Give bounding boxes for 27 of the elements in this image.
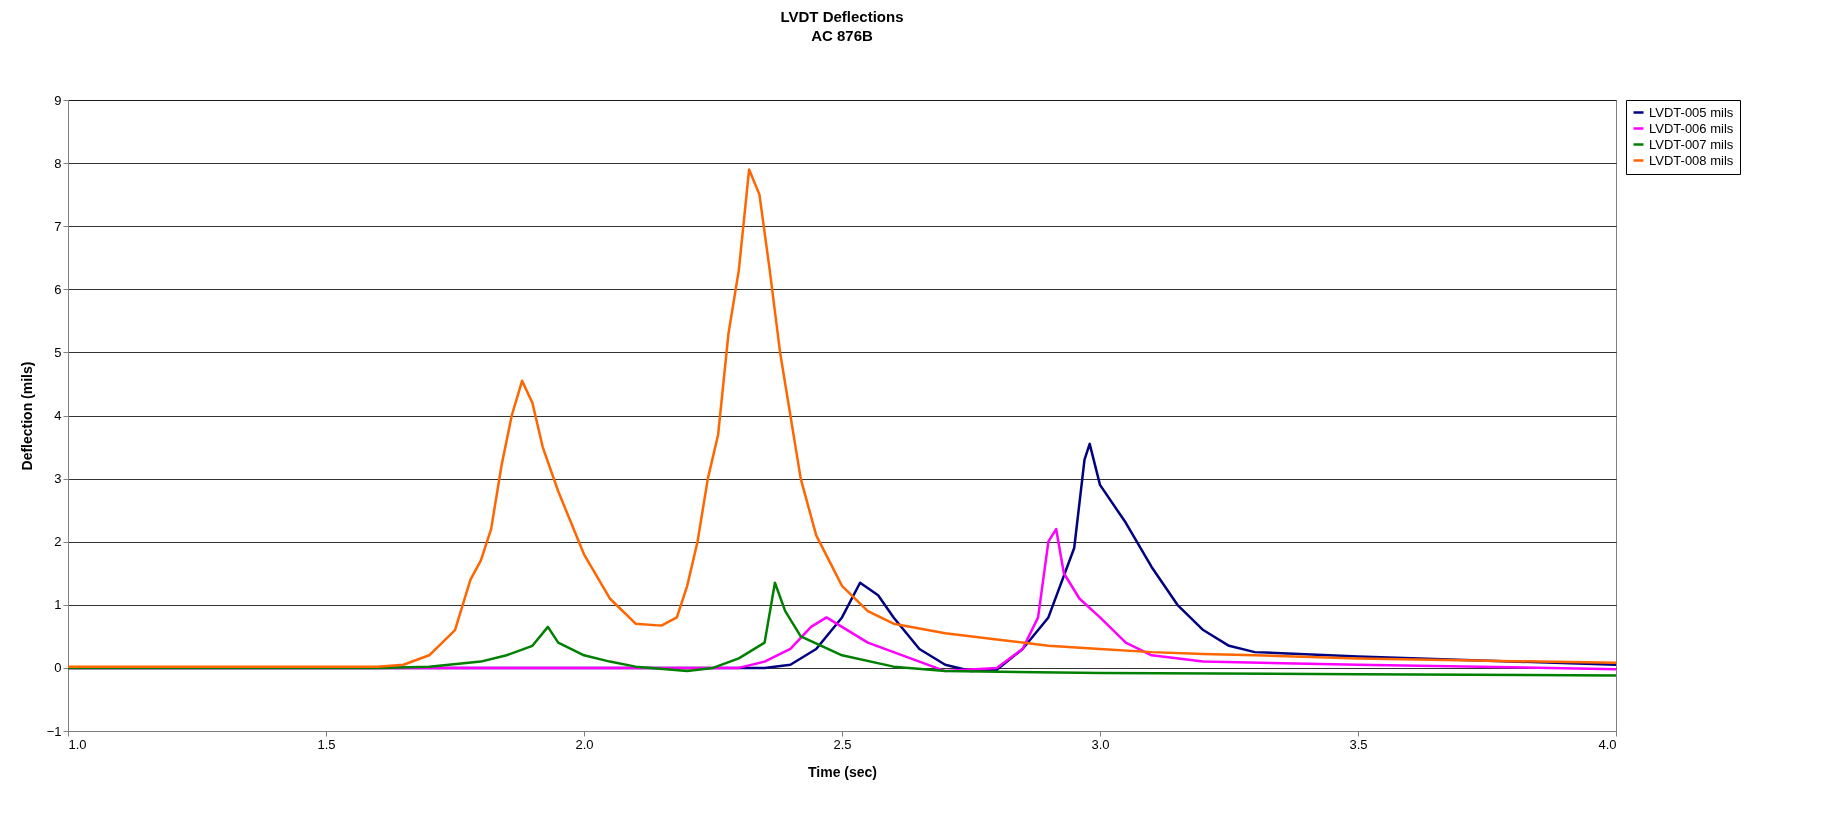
y-tick-label: 6 xyxy=(54,281,62,297)
x-tick-label: 4.0 xyxy=(1598,736,1617,752)
y-axis-title: Deflection (mils) xyxy=(18,361,35,471)
y-tick-label: 7 xyxy=(54,218,62,234)
x-tick-label: 2.0 xyxy=(575,736,594,752)
x-tick-label: 3.5 xyxy=(1349,736,1368,752)
legend-label: LVDT-006 mils xyxy=(1649,120,1734,136)
x-tick-label: 1.5 xyxy=(317,736,336,752)
chart-title: LVDT Deflections xyxy=(780,8,904,25)
y-tick-label: 8 xyxy=(54,155,62,171)
y-tick-label: 3 xyxy=(54,471,62,487)
y-tick-label: 2 xyxy=(54,534,62,550)
y-tick-label: 0 xyxy=(54,660,62,676)
y-tick-label: 4 xyxy=(54,408,62,423)
y-tick-label: 1 xyxy=(54,597,62,613)
x-tick-label: 3.0 xyxy=(1091,736,1110,752)
legend-label: LVDT-008 mils xyxy=(1649,152,1734,168)
legend-label: LVDT-005 mils xyxy=(1649,104,1734,120)
x-tick-label: 2.5 xyxy=(833,736,852,752)
line-series xyxy=(68,168,1616,668)
y-tick-label: −1 xyxy=(46,723,62,739)
y-tick-label: 9 xyxy=(54,92,62,108)
x-axis-title: Time (sec) xyxy=(808,763,877,780)
y-tick-label: 5 xyxy=(54,344,62,360)
x-tick-label: 1.0 xyxy=(68,736,87,752)
legend-label: LVDT-007 mils xyxy=(1649,136,1734,152)
chart-subtitle: AC 876B xyxy=(811,27,874,44)
